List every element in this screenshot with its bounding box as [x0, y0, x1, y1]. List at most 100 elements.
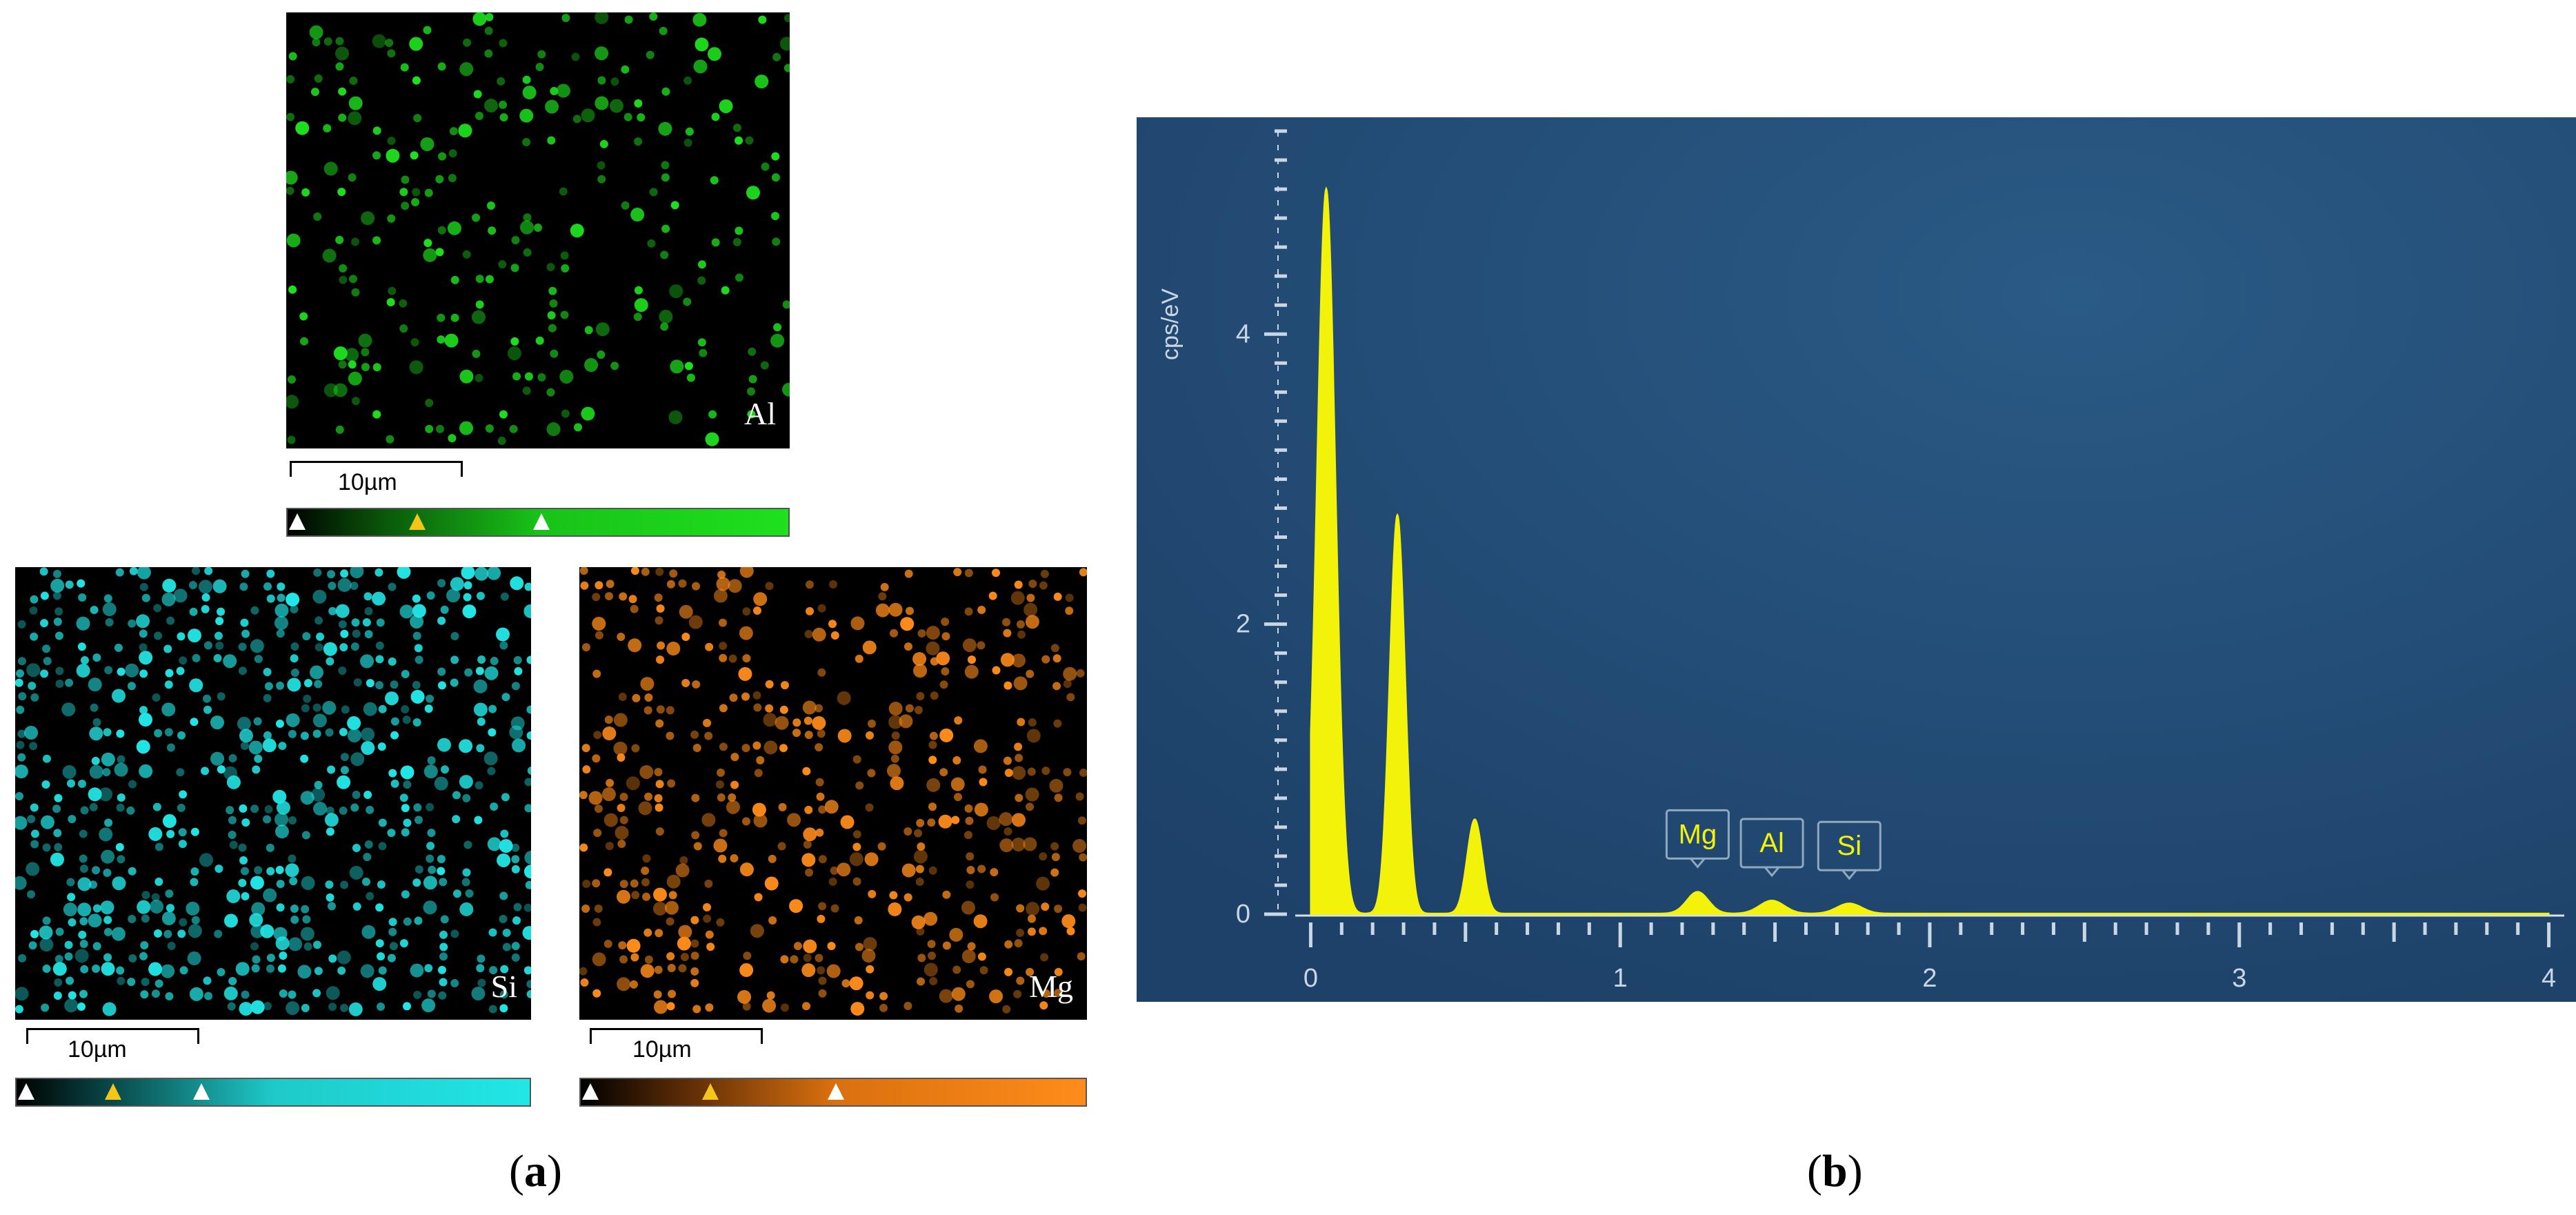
al-color-bar-min-marker[interactable]	[289, 513, 306, 530]
map-pixel	[524, 778, 531, 787]
map-pixel	[361, 211, 375, 226]
map-pixel	[1026, 669, 1035, 678]
map-pixel	[879, 1003, 888, 1012]
map-pixel	[1078, 889, 1087, 898]
map-pixel	[668, 410, 683, 424]
map-pixel	[992, 666, 1001, 675]
map-pixel	[399, 793, 408, 802]
map-pixel	[610, 362, 619, 371]
map-pixel	[263, 888, 277, 902]
map-pixel	[656, 655, 665, 664]
map-pixel	[139, 669, 148, 678]
map-pixel	[487, 767, 496, 776]
map-pixel	[101, 962, 115, 976]
map-pixel	[761, 162, 770, 171]
map-pixel	[53, 618, 62, 626]
map-pixel	[303, 694, 312, 703]
map-pixel	[112, 876, 126, 891]
map-pixel	[228, 976, 237, 985]
map-pixel	[953, 568, 962, 577]
map-pixel	[1077, 816, 1086, 825]
mg-color-bar-mid-marker[interactable]	[702, 1083, 719, 1100]
map-pixel	[386, 148, 400, 163]
map-pixel	[703, 914, 712, 923]
map-pixel	[173, 589, 188, 603]
map-pixel	[326, 893, 335, 902]
map-pixel	[644, 792, 653, 801]
map-pixel	[571, 52, 580, 61]
map-pixel	[314, 780, 323, 789]
map-pixel	[254, 866, 263, 875]
si-color-bar-mid-marker[interactable]	[105, 1083, 121, 1100]
map-pixel	[78, 930, 87, 939]
map-pixel	[439, 942, 448, 951]
peak-label-mg: Mg	[1665, 809, 1730, 869]
map-pixel	[764, 876, 779, 891]
al-color-bar-mid-marker[interactable]	[409, 513, 426, 530]
map-pixel	[526, 655, 531, 664]
map-pixel	[303, 679, 312, 688]
map-pixel	[39, 925, 53, 940]
map-pixel	[286, 713, 300, 727]
map-pixel	[802, 700, 817, 715]
map-pixel	[337, 577, 352, 592]
map-pixel	[190, 867, 199, 876]
x-tick-label: 3	[2232, 964, 2246, 993]
map-pixel	[439, 952, 448, 961]
map-pixel	[333, 383, 348, 397]
map-pixel	[815, 778, 824, 787]
map-pixel	[290, 916, 299, 925]
map-pixel	[760, 361, 769, 370]
map-pixel	[461, 567, 475, 580]
map-pixel	[683, 297, 692, 306]
map-pixel	[217, 692, 226, 701]
map-pixel	[889, 891, 898, 900]
map-pixel	[337, 966, 346, 975]
map-pixel	[668, 891, 677, 900]
map-pixel	[802, 767, 811, 776]
map-pixel	[818, 902, 827, 911]
map-pixel	[372, 34, 386, 48]
map-pixel	[198, 580, 212, 594]
si-color-bar-min-marker[interactable]	[18, 1083, 34, 1100]
map-pixel	[410, 151, 419, 160]
map-pixel	[375, 641, 384, 650]
map-pixel	[400, 765, 415, 780]
map-pixel	[54, 842, 63, 851]
map-pixel	[310, 88, 319, 97]
map-pixel	[325, 728, 334, 737]
map-pixel	[669, 569, 678, 578]
map-pixel	[239, 856, 248, 865]
map-pixel	[954, 793, 963, 802]
map-pixel	[752, 802, 766, 817]
map-pixel	[1016, 904, 1025, 913]
mg-map-label: Mg	[1029, 969, 1073, 1004]
al-color-bar-max-marker[interactable]	[533, 513, 550, 530]
map-pixel	[348, 371, 362, 386]
map-pixel	[412, 680, 421, 689]
map-pixel	[249, 913, 263, 927]
map-pixel	[287, 678, 301, 692]
map-pixel	[526, 989, 531, 998]
map-pixel	[775, 715, 789, 730]
map-pixel	[186, 901, 200, 916]
map-pixel	[64, 998, 79, 1013]
map-pixel	[250, 1000, 265, 1014]
map-pixel	[778, 802, 787, 811]
map-pixel	[511, 865, 520, 873]
map-pixel	[415, 865, 423, 874]
map-pixel	[606, 580, 615, 589]
map-pixel	[100, 900, 114, 915]
map-pixel	[239, 804, 248, 813]
mg-color-bar-max-marker[interactable]	[828, 1083, 844, 1100]
map-pixel	[103, 728, 112, 737]
map-pixel	[512, 916, 521, 925]
map-pixel	[942, 941, 951, 950]
map-pixel	[279, 989, 288, 998]
map-pixel	[782, 300, 790, 309]
map-pixel	[239, 582, 248, 591]
map-pixel	[437, 579, 446, 588]
mg-color-bar-min-marker[interactable]	[582, 1083, 599, 1100]
si-color-bar-max-marker[interactable]	[193, 1083, 210, 1100]
map-pixel	[390, 680, 399, 689]
